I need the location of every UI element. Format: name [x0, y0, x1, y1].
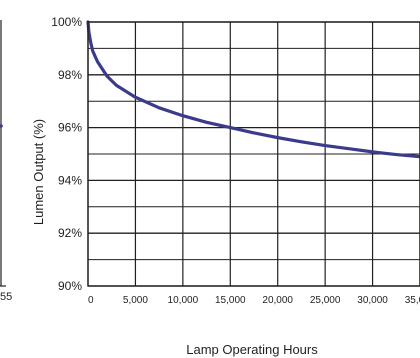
y-tick-labels: 90% 92% 94% 96% 98% 100% [51, 15, 82, 293]
chart-grid [87, 21, 420, 287]
lumen-output-line [86, 20, 420, 159]
x-axis-title: Lamp Operating Hours [186, 342, 318, 357]
left-fragment-curve-end [0, 124, 3, 128]
y-tick-label: 92% [58, 226, 82, 240]
x-tick-label: 0 [88, 295, 94, 306]
x-tick-label: 20,000 [262, 295, 293, 306]
chart-series [86, 20, 420, 159]
x-tick-label: 30,000 [357, 295, 388, 306]
y-tick-label: 90% [58, 279, 82, 293]
x-tick-label: 10,000 [168, 295, 199, 306]
y-tick-label: 94% [58, 173, 82, 187]
y-axis-title: Lumen Output (%) [31, 119, 46, 225]
x-tick-label: 35,000 [405, 295, 420, 306]
left-fragment-chart: 55 [0, 20, 12, 303]
x-tick-labels: 0 5,000 10,000 15,000 20,000 25,000 30,000 35,0… [88, 295, 420, 306]
x-tick-label: 15,000 [215, 295, 246, 306]
plot-area-frame [87, 21, 420, 287]
x-tick-label: 25,000 [310, 295, 341, 306]
y-tick-label: 100% [51, 15, 82, 29]
x-tick-label: 5,000 [123, 295, 148, 306]
left-fragment-tick-label: 55 [0, 291, 12, 303]
y-tick-label: 96% [58, 121, 82, 135]
y-tick-label: 98% [58, 68, 82, 82]
